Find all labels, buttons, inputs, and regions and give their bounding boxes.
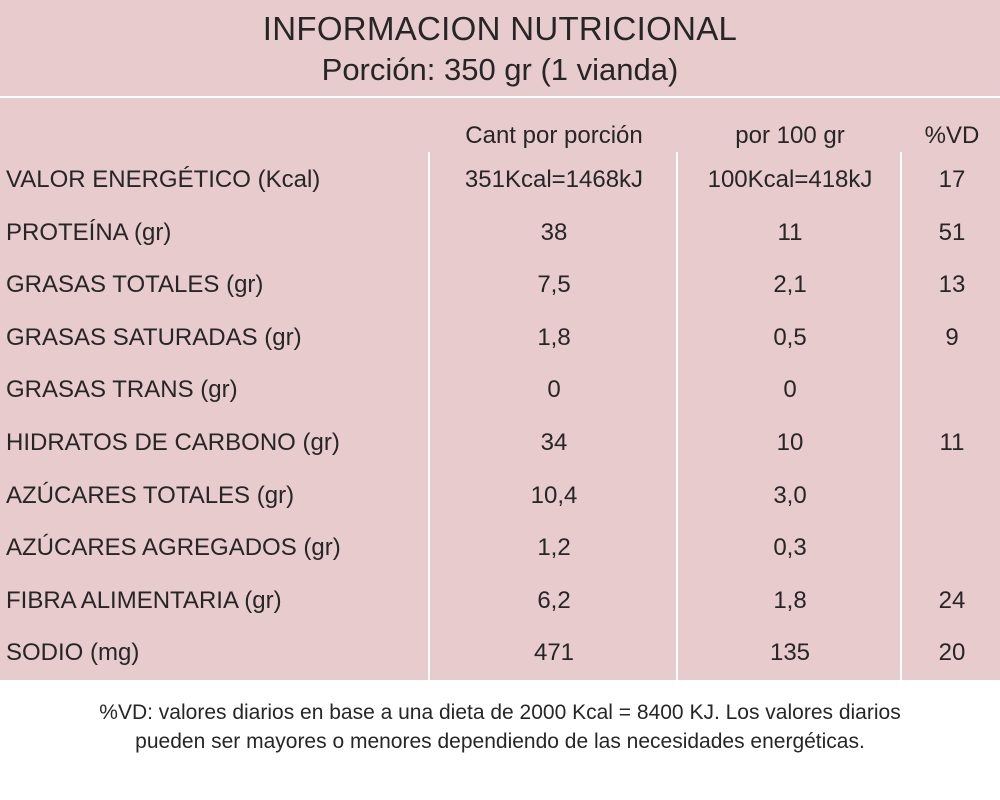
- label-header: INFORMACION NUTRICIONAL Porción: 350 gr …: [0, 0, 1000, 96]
- amount-per-portion: 7,5: [537, 271, 571, 299]
- amount-per-100g: 135: [769, 639, 811, 667]
- amount-per-portion: 34: [540, 429, 568, 456]
- daily-value-percent: 51: [938, 218, 966, 246]
- amount-per-portion: 0: [547, 376, 561, 404]
- daily-value-percent: 20: [938, 639, 966, 667]
- daily-value-percent: [904, 522, 1000, 574]
- amount-per-portion: 1,2: [537, 534, 571, 562]
- daily-value-percent: 17: [938, 166, 966, 193]
- amount-per-portion: 6,2: [537, 586, 571, 614]
- amount-per-portion: 351Kcal=1468kJ: [464, 166, 644, 193]
- portion-size: Porción: 350 gr (1 vianda): [321, 52, 679, 87]
- amount-per-100g: 0,3: [773, 534, 807, 562]
- nutrient-name: GRASAS SATURADAS (gr): [6, 323, 302, 351]
- daily-value-percent: 24: [938, 586, 966, 614]
- amount-per-portion: 1,8: [537, 323, 571, 351]
- daily-value-percent: [904, 364, 1000, 416]
- column-header-vd: %VD: [924, 122, 980, 149]
- nutrient-name: PROTEÍNA (gr): [6, 218, 172, 246]
- column-divider: [900, 152, 902, 680]
- header-divider: [0, 96, 1000, 98]
- footnote-line: %VD: valores diarios en base a una dieta…: [99, 701, 901, 724]
- daily-value-percent: [904, 470, 1000, 522]
- amount-per-portion: 38: [540, 218, 568, 246]
- amount-per-100g: 10: [776, 429, 804, 456]
- nutrient-name: GRASAS TOTALES (gr): [6, 271, 264, 299]
- nutrient-name: VALOR ENERGÉTICO (Kcal): [6, 166, 321, 193]
- amount-per-100g: 0: [783, 376, 797, 404]
- amount-per-100g: 3,0: [773, 481, 807, 509]
- amount-per-portion: 471: [533, 639, 575, 667]
- column-header-per-portion: Cant por porción: [465, 122, 643, 149]
- daily-value-percent: 13: [938, 271, 966, 299]
- amount-per-100g: 2,1: [773, 271, 807, 299]
- nutrient-name: SODIO (mg): [6, 639, 140, 667]
- amount-per-100g: 11: [777, 218, 803, 246]
- daily-value-percent: 9: [945, 323, 959, 351]
- nutrient-name: AZÚCARES TOTALES (gr): [6, 481, 295, 509]
- nutrient-name: AZÚCARES AGREGADOS (gr): [6, 534, 341, 562]
- daily-value-percent: 11: [939, 429, 965, 456]
- amount-per-100g: 1,8: [773, 586, 807, 614]
- footnote: %VD: valores diarios en base a una dieta…: [0, 698, 1000, 756]
- amount-per-portion: 10,4: [530, 481, 578, 509]
- column-header-per-100g: por 100 gr: [735, 122, 845, 149]
- nutrient-name: HIDRATOS DE CARBONO (gr): [6, 429, 340, 456]
- footnote-line: pueden ser mayores o menores dependiendo…: [135, 730, 865, 753]
- amount-per-100g: 0,5: [773, 323, 807, 351]
- column-divider: [428, 152, 430, 680]
- column-divider: [676, 152, 678, 680]
- amount-per-100g: 100Kcal=418kJ: [707, 166, 873, 193]
- label-title: INFORMACION NUTRICIONAL: [262, 10, 738, 47]
- nutrition-label: INFORMACION NUTRICIONAL Porción: 350 gr …: [0, 0, 1000, 680]
- nutrient-name: GRASAS TRANS (gr): [6, 376, 238, 404]
- nutrient-name: FIBRA ALIMENTARIA (gr): [6, 586, 282, 614]
